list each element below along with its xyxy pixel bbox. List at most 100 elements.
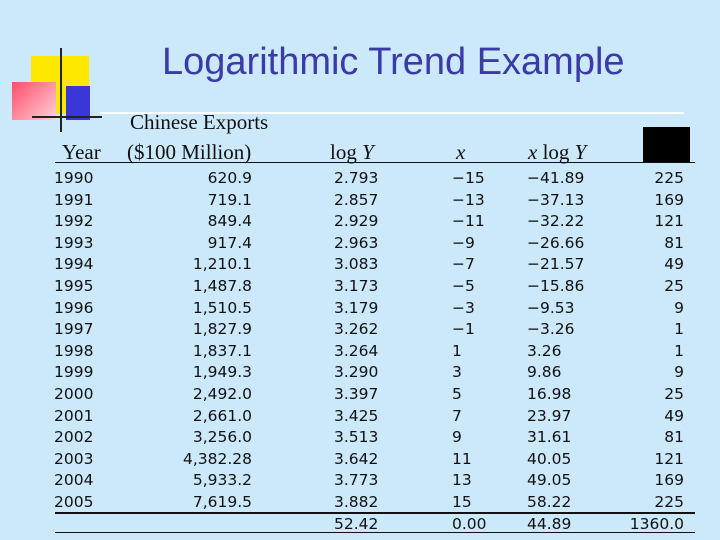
total-year bbox=[54, 514, 93, 536]
cell-xsq: 81 bbox=[664, 428, 684, 447]
cell-exports: 1,837.1 bbox=[192, 341, 252, 360]
header-x-log-y-y: Y bbox=[574, 140, 587, 164]
header-log-y-prefix: log bbox=[330, 140, 357, 164]
cell-x: −7 bbox=[452, 255, 475, 274]
cell-xsq: 25 bbox=[664, 384, 684, 403]
cell-year: 2002 bbox=[54, 428, 94, 447]
cell-xsq: 25 bbox=[664, 276, 684, 295]
total-xlogy: 44.89 bbox=[527, 514, 572, 533]
cell-logy: 3.290 bbox=[334, 363, 379, 382]
cell-x: 9 bbox=[452, 428, 462, 447]
cell-xlogy: 23.97 bbox=[527, 406, 572, 425]
cell-exports: 620.9 bbox=[207, 169, 252, 187]
cell-xlogy: −37.13 bbox=[527, 190, 585, 209]
column-x-squared: 225 169 121 81 49 25 9 1 1 9 25 49 81 121 169 225 1360.0 bbox=[610, 168, 684, 535]
cell-exports: 719.1 bbox=[207, 190, 252, 209]
cell-exports: 1,487.8 bbox=[192, 276, 252, 295]
table-bottom-rule bbox=[55, 532, 695, 533]
cell-logy: 3.179 bbox=[334, 298, 379, 317]
column-log-y: 2.793 2.857 2.929 2.963 3.083 3.173 3.179 3.262… bbox=[334, 168, 378, 535]
cell-exports: 1,827.9 bbox=[192, 320, 252, 339]
title-underline bbox=[100, 112, 684, 114]
decor-red-square bbox=[12, 82, 56, 120]
cell-xlogy: 40.05 bbox=[527, 449, 572, 468]
cell-x: −5 bbox=[452, 276, 475, 295]
cell-x: −15 bbox=[452, 169, 485, 187]
slide-title: Logarithmic Trend Example bbox=[162, 41, 625, 83]
cell-xlogy: −32.22 bbox=[527, 212, 585, 231]
cell-year: 2001 bbox=[54, 406, 94, 425]
header-exports-line2: ($100 Million) bbox=[127, 140, 252, 164]
decor-horizontal-line bbox=[32, 116, 102, 118]
cell-year: 2000 bbox=[54, 384, 94, 403]
cell-logy: 3.262 bbox=[334, 320, 379, 339]
cell-year: 2005 bbox=[54, 492, 94, 511]
cell-logy: 3.083 bbox=[334, 255, 379, 274]
header-log-y: log Y bbox=[330, 139, 374, 165]
cell-xsq: 225 bbox=[654, 492, 684, 511]
cell-x: 3 bbox=[452, 363, 462, 382]
cell-logy: 2.793 bbox=[334, 169, 379, 187]
cell-x: 7 bbox=[452, 406, 462, 425]
cell-xlogy: 9.86 bbox=[527, 363, 562, 382]
table-totals-rule bbox=[55, 512, 695, 514]
cell-xlogy: −3.26 bbox=[527, 320, 575, 339]
total-exports bbox=[160, 514, 252, 536]
cell-year: 1990 bbox=[54, 169, 94, 187]
header-x: x bbox=[456, 140, 466, 164]
header-x-log-y: x log Y bbox=[528, 139, 586, 165]
cell-exports: 917.4 bbox=[207, 233, 252, 252]
decor-blue-square bbox=[66, 86, 90, 120]
total-xsq: 1360.0 bbox=[629, 514, 684, 533]
cell-x: 13 bbox=[452, 471, 472, 490]
cell-logy: 3.264 bbox=[334, 341, 379, 360]
cell-xsq: 81 bbox=[664, 233, 684, 252]
cell-x: 1 bbox=[452, 341, 462, 360]
header-x-log-y-x: x bbox=[528, 140, 538, 164]
cell-year: 1998 bbox=[54, 341, 94, 360]
cell-exports: 2,492.0 bbox=[192, 384, 252, 403]
cell-exports: 7,619.5 bbox=[192, 492, 252, 511]
cell-xsq: 9 bbox=[674, 298, 684, 317]
cell-xsq: 169 bbox=[654, 471, 684, 490]
total-x: 0.00 bbox=[452, 514, 487, 533]
cell-logy: 3.773 bbox=[334, 471, 379, 490]
cell-logy: 2.857 bbox=[334, 190, 379, 209]
column-exports: 620.9 719.1 849.4 917.4 1,210.1 1,487.8 1,510.… bbox=[160, 168, 252, 535]
cell-exports: 5,933.2 bbox=[192, 471, 252, 490]
cell-x: −3 bbox=[452, 298, 475, 317]
cell-xsq: 49 bbox=[664, 255, 684, 274]
header-year: Year bbox=[62, 140, 101, 164]
cell-xlogy: −21.57 bbox=[527, 255, 585, 274]
cell-year: 1993 bbox=[54, 233, 94, 252]
cell-logy: 3.513 bbox=[334, 428, 379, 447]
cell-xsq: 49 bbox=[664, 406, 684, 425]
header-log-y-var: Y bbox=[362, 140, 374, 164]
cell-exports: 4,382.28 bbox=[182, 449, 252, 468]
cell-x: 5 bbox=[452, 384, 462, 403]
total-logy: 52.42 bbox=[334, 514, 379, 533]
cell-xlogy: 49.05 bbox=[527, 471, 572, 490]
cell-x: −13 bbox=[452, 190, 485, 209]
cell-exports: 1,510.5 bbox=[192, 298, 252, 317]
cell-logy: 3.397 bbox=[334, 384, 379, 403]
cell-exports: 1,210.1 bbox=[192, 255, 252, 274]
column-x: −15 −13 −11 −9 −7 −5 −3 −1 1 3 5 7 9 11 13 15 0.00 bbox=[452, 168, 487, 535]
decor-vertical-line bbox=[60, 48, 62, 132]
header-exports-line1: Chinese Exports bbox=[130, 110, 269, 134]
cell-xlogy: −26.66 bbox=[527, 233, 585, 252]
cell-xsq: 169 bbox=[654, 190, 684, 209]
cell-xsq: 225 bbox=[654, 169, 684, 187]
cell-year: 2004 bbox=[54, 471, 94, 490]
cell-xlogy: 58.22 bbox=[527, 492, 572, 511]
cell-logy: 2.963 bbox=[334, 233, 379, 252]
cell-xsq: 121 bbox=[654, 449, 684, 468]
cell-year: 2003 bbox=[54, 449, 94, 468]
cell-logy: 3.642 bbox=[334, 449, 379, 468]
cell-exports: 3,256.0 bbox=[192, 428, 252, 447]
cell-x: −9 bbox=[452, 233, 475, 252]
column-year: 1990 1991 1992 1993 1994 1995 1996 1997 1998 1999… bbox=[54, 168, 93, 535]
cell-exports: 1,949.3 bbox=[192, 363, 252, 382]
cell-xlogy: −15.86 bbox=[527, 276, 585, 295]
cell-logy: 3.882 bbox=[334, 492, 379, 511]
